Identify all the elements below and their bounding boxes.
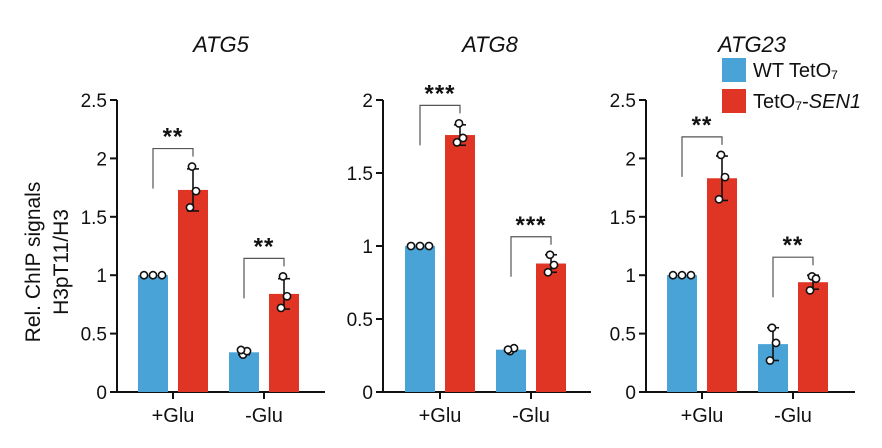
significance-bracket (681, 136, 723, 177)
y-tick-label: 2.5 (610, 91, 636, 112)
y-tick-label: 0.5 (347, 310, 373, 331)
data-point (503, 345, 513, 355)
significance-label: ** (254, 233, 275, 260)
y-tick-label: 0 (625, 383, 636, 404)
data-point (720, 172, 730, 182)
data-point (668, 270, 678, 280)
data-point (191, 186, 201, 196)
data-point (452, 137, 462, 147)
data-point (767, 323, 777, 333)
bar-sen1 (178, 189, 208, 392)
data-point (148, 270, 158, 280)
data-point (278, 271, 288, 281)
y-axis-label-line-1: Rel. ChIP signals (22, 182, 45, 343)
panel-atg8: ATG8 0 0.5 1 1.5 2 +Glu *** -Glu *** (347, 32, 591, 427)
bar-sen1 (798, 282, 828, 392)
data-point (185, 203, 195, 212)
y-tick-label: 1 (362, 237, 373, 258)
data-point (282, 291, 292, 301)
bar-sen1 (707, 178, 737, 392)
significance-label: ** (163, 124, 184, 151)
panel-title: ATG5 (191, 32, 250, 57)
data-point (454, 118, 464, 128)
data-point (406, 241, 416, 251)
data-point (771, 338, 781, 348)
data-point (187, 162, 197, 171)
data-point (714, 194, 724, 204)
x-tick-label: -Glu (512, 405, 550, 427)
x-tick-label: +Glu (681, 405, 724, 427)
legend-label-wt: WT TetO₇ (753, 60, 838, 82)
y-tick-label: 1.5 (347, 164, 373, 185)
bar-sen1 (536, 263, 566, 392)
data-point (549, 260, 559, 270)
legend-label-sen1: TetO₇-SEN1 (753, 91, 861, 113)
y-tick-label: 0.5 (610, 325, 636, 346)
bar-wt (405, 246, 435, 392)
legend-swatch-sen1 (722, 89, 746, 113)
data-point (424, 241, 434, 251)
legend-label-sen1-prefix: TetO₇- (753, 91, 809, 113)
data-point (545, 250, 555, 260)
significance-label: *** (424, 80, 455, 107)
data-point (236, 345, 246, 355)
significance-bracket (243, 257, 285, 299)
data-point (157, 270, 167, 280)
data-point (139, 270, 149, 280)
y-tick-label: 1.5 (81, 208, 107, 229)
panel-atg23: ATG23 0 0.5 1 1.5 2 2.5 +Glu ** -Glu ** (610, 32, 855, 427)
y-tick-label: 2.5 (81, 91, 107, 112)
legend: WT TetO₇ TetO₇-SEN1 (722, 58, 861, 113)
y-tick-label: 1 (625, 266, 636, 287)
panel-atg5: ATG5 0 0.5 1 1.5 2 2.5 +Glu ** -Glu ** (81, 32, 325, 427)
y-tick-label: 0 (362, 383, 373, 404)
x-tick-label: +Glu (152, 405, 195, 427)
y-tick-label: 0.5 (81, 325, 107, 346)
y-axis-label: Rel. ChIP signals H3pT11/H3 (22, 182, 73, 343)
y-axis-label-line-2: H3pT11/H3 (50, 209, 73, 315)
legend-label-sen1-gene: SEN1 (809, 91, 861, 113)
significance-label: ** (783, 232, 804, 259)
x-tick-label: -Glu (774, 405, 812, 427)
data-point (686, 270, 696, 280)
data-point (543, 267, 553, 277)
bar-wt (138, 275, 168, 392)
y-tick-label: 1 (96, 266, 107, 287)
significance-label: ** (692, 112, 713, 139)
y-tick-label: 2 (96, 149, 107, 170)
chart-panels: ATG5 0 0.5 1 1.5 2 2.5 +Glu ** -Glu ** ATG8 0 0.5 1 1.5… (81, 32, 855, 427)
data-point (276, 303, 286, 313)
data-point (805, 285, 815, 295)
legend-swatch-wt (722, 58, 746, 82)
bar-sen1 (445, 135, 475, 393)
panel-title: ATG8 (460, 32, 519, 57)
data-point (765, 356, 775, 365)
y-tick-label: 2 (625, 149, 636, 170)
bar-wt (496, 349, 526, 392)
x-tick-label: +Glu (419, 405, 462, 427)
significance-bracket (152, 147, 194, 189)
data-point (415, 241, 425, 251)
significance-label: *** (515, 212, 546, 239)
significance-bracket (510, 236, 552, 277)
data-point (458, 133, 468, 143)
data-point (811, 274, 821, 284)
x-tick-label: -Glu (245, 405, 283, 427)
y-tick-label: 0 (96, 383, 107, 404)
data-point (677, 270, 687, 280)
data-point (716, 150, 726, 160)
bar-wt (667, 275, 697, 392)
y-tick-label: 2 (362, 91, 373, 112)
significance-bracket (419, 104, 461, 146)
significance-bracket (772, 256, 814, 298)
panel-title: ATG23 (716, 32, 787, 57)
y-tick-label: 1.5 (610, 208, 636, 229)
